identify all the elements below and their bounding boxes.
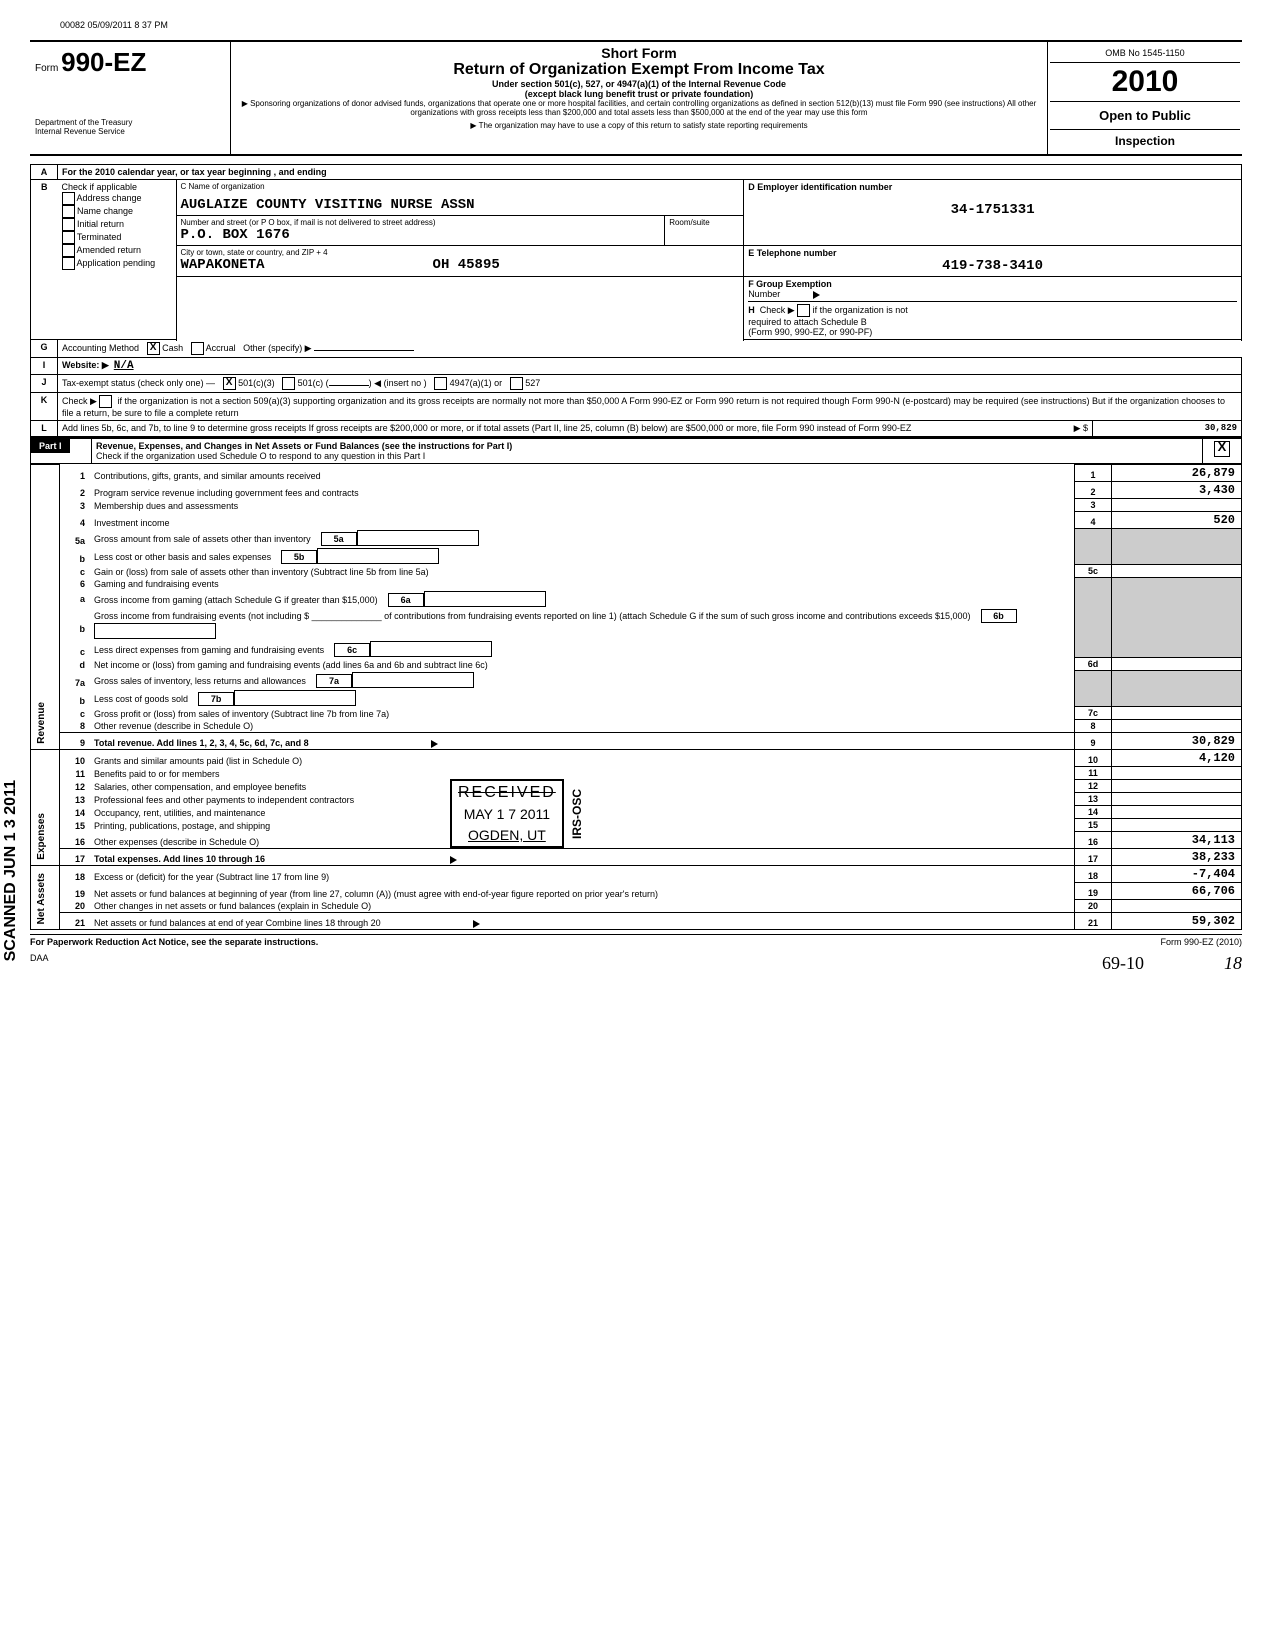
4947-checkbox[interactable] — [434, 377, 447, 390]
line-19-value: 66,706 — [1112, 883, 1242, 900]
city: WAPAKONETA — [181, 257, 265, 273]
line-20-value — [1112, 900, 1242, 913]
line-2-value: 3,430 — [1112, 482, 1242, 499]
accrual-checkbox[interactable] — [191, 342, 204, 355]
revenue-side-label: Revenue — [34, 698, 49, 748]
line-8-value — [1112, 720, 1242, 733]
open-to-public: Open to Public — [1050, 102, 1240, 130]
room-suite-cell: Room/suite — [665, 216, 744, 246]
row-a-letter: A — [31, 165, 58, 180]
daa-label: DAA — [30, 953, 49, 974]
title-note2: ▶ The organization may have to use a cop… — [241, 121, 1037, 130]
cash-checkbox[interactable]: X — [147, 342, 160, 355]
line-17-value: 38,233 — [1112, 849, 1242, 866]
handwritten-1: 69-10 — [1102, 953, 1144, 974]
line-13-value — [1112, 793, 1242, 806]
scanned-stamp: SCANNED JUN 1 3 2011 — [2, 780, 20, 961]
row-l-value: 30,829 — [1093, 421, 1242, 437]
received-stamp: RECEIVED MAY 1 7 2011 OGDEN, UT IRS-OSC — [450, 779, 564, 848]
title-sub2: (except black lung benefit trust or priv… — [241, 89, 1037, 99]
website-row: Website: ▶ N/A — [58, 358, 1242, 375]
amended-return-checkbox[interactable] — [62, 244, 75, 257]
row-l-arrow: ▶ $ — [1044, 421, 1093, 437]
line-7c-value — [1112, 707, 1242, 720]
row-g-letter: G — [31, 340, 58, 358]
line-1-value: 26,879 — [1112, 465, 1242, 482]
line-3-value — [1112, 499, 1242, 512]
form-header: Form 990-EZ Department of the Treasury I… — [30, 40, 1242, 156]
title-main: Return of Organization Exempt From Incom… — [241, 61, 1037, 79]
info-table: A For the 2010 calendar year, or tax yea… — [30, 164, 1242, 340]
row-l-text: Add lines 5b, 6c, and 7b, to line 9 to d… — [58, 421, 1045, 437]
address-change-checkbox[interactable] — [62, 192, 75, 205]
row-l-letter: L — [31, 421, 58, 437]
527-checkbox[interactable] — [510, 377, 523, 390]
state-zip: OH 45895 — [433, 257, 500, 273]
street-address: P.O. BOX 1676 — [181, 227, 661, 243]
part1-schedule-o-checkbox[interactable]: X — [1214, 441, 1230, 457]
form-ref: Form 990-EZ (2010) — [1160, 937, 1242, 947]
row-b-letter: B — [31, 180, 58, 340]
org-name-cell: C Name of organization AUGLAIZE COUNTY V… — [176, 180, 744, 216]
row-a-text: For the 2010 calendar year, or tax year … — [58, 165, 1242, 180]
pra-notice: For Paperwork Reduction Act Notice, see … — [30, 937, 318, 947]
telephone-cell: E Telephone number 419-738-3410 — [744, 246, 1242, 277]
part1-title: Revenue, Expenses, and Changes in Net As… — [92, 438, 1203, 464]
501c3-checkbox[interactable]: X — [223, 377, 236, 390]
irs-osc-stamp: IRS-OSC — [570, 789, 584, 839]
line-15-value — [1112, 819, 1242, 832]
line-10-value: 4,120 — [1112, 750, 1242, 767]
line-21-value: 59,302 — [1112, 913, 1242, 930]
row-i-letter: I — [31, 358, 58, 375]
terminated-checkbox[interactable] — [62, 231, 75, 244]
page-timestamp: 00082 05/09/2011 8 37 PM — [60, 20, 1242, 30]
form-number: Form 990-EZ — [35, 47, 225, 78]
city-cell: City or town, state or country, and ZIP … — [176, 246, 744, 277]
netassets-side-label: Net Assets — [34, 869, 49, 928]
name-change-checkbox[interactable] — [62, 205, 75, 218]
line-11-value — [1112, 767, 1242, 780]
line-6d-value — [1112, 658, 1242, 671]
line-4-value: 520 — [1112, 512, 1242, 529]
initial-return-checkbox[interactable] — [62, 218, 75, 231]
ein-value: 34-1751331 — [748, 202, 1237, 218]
omb-number: OMB No 1545-1150 — [1050, 44, 1240, 63]
arrow-icon — [813, 291, 820, 299]
title-short: Short Form — [241, 45, 1037, 61]
part1-lines-table: Revenue 1Contributions, gifts, grants, a… — [30, 464, 1242, 930]
row-k-letter: K — [31, 393, 58, 421]
line-9-value: 30,829 — [1112, 733, 1242, 750]
schedule-b-checkbox[interactable] — [797, 304, 810, 317]
handwritten-2: 18 — [1224, 953, 1242, 974]
row-k-text: Check ▶ if the organization is not a sec… — [58, 393, 1242, 421]
line-12-value — [1112, 780, 1242, 793]
inspection-label: Inspection — [1050, 130, 1240, 152]
line-14-value — [1112, 806, 1242, 819]
street-cell: Number and street (or P O box, if mail i… — [176, 216, 665, 246]
tax-year: 2010 — [1050, 63, 1240, 102]
line-5c-value — [1112, 565, 1242, 578]
application-pending-checkbox[interactable] — [62, 257, 75, 270]
row-k-checkbox[interactable] — [99, 395, 112, 408]
tax-exempt-status: Tax-exempt status (check only one) — X 5… — [58, 375, 1242, 393]
line-16-value: 34,113 — [1112, 832, 1242, 849]
501c-checkbox[interactable] — [282, 377, 295, 390]
ein-cell: D Employer identification number 34-1751… — [744, 180, 1242, 246]
treasury-dept: Department of the Treasury Internal Reve… — [35, 118, 225, 136]
check-if-applicable: Check if applicable Address change Name … — [58, 180, 177, 340]
line-18-value: -7,404 — [1112, 866, 1242, 883]
org-name: AUGLAIZE COUNTY VISITING NURSE ASSN — [181, 197, 740, 213]
group-exemption-cell: F Group Exemption Number H Check ▶ if th… — [744, 277, 1242, 340]
title-sub1: Under section 501(c), 527, or 4947(a)(1)… — [241, 79, 1037, 89]
row-j-letter: J — [31, 375, 58, 393]
telephone-value: 419-738-3410 — [748, 258, 1237, 274]
website-value: N/A — [114, 360, 134, 372]
accounting-method: Accounting Method X Cash Accrual Other (… — [58, 340, 1242, 358]
footer: For Paperwork Reduction Act Notice, see … — [30, 934, 1242, 947]
part1-checkbox-cell: X — [1203, 438, 1242, 464]
title-note1: ▶ Sponsoring organizations of donor advi… — [241, 99, 1037, 117]
expenses-side-label: Expenses — [34, 809, 49, 864]
part1-header: Part I — [31, 439, 70, 453]
